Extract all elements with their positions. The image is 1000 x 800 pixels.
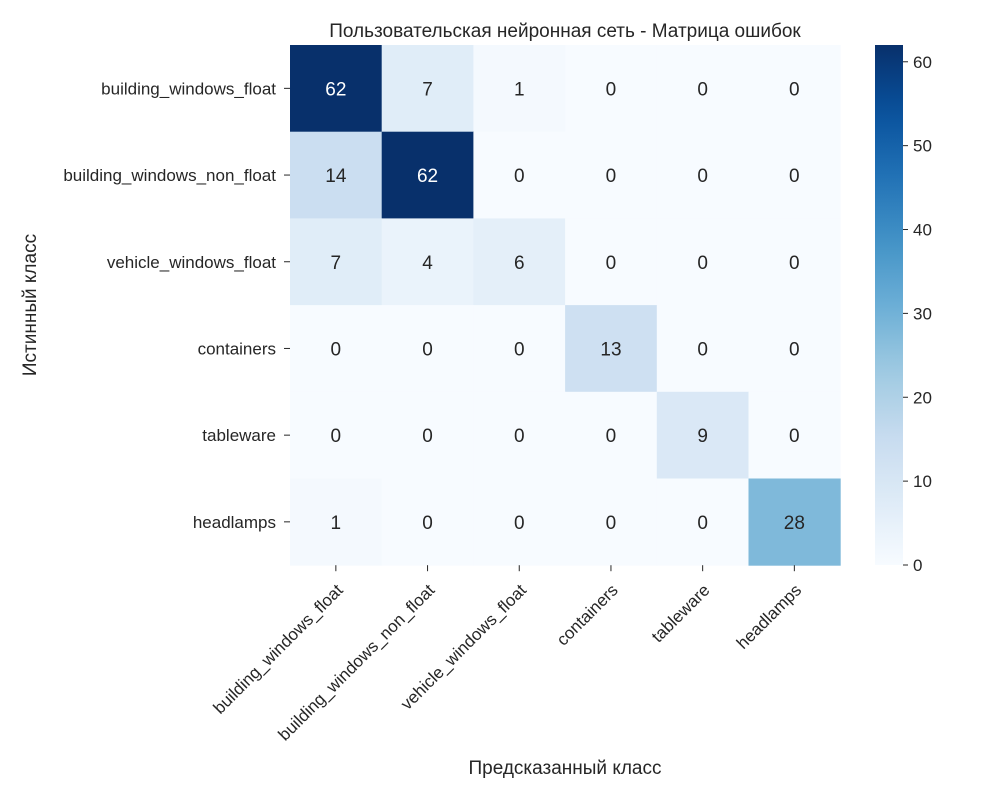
heatmap-cell bbox=[748, 305, 841, 393]
heatmap-cell bbox=[656, 218, 749, 306]
heatmap-cell bbox=[290, 45, 383, 133]
cell-value-label: 0 bbox=[331, 339, 342, 360]
cell-value-label: 0 bbox=[697, 79, 708, 100]
colorbar-tick-label: 0 bbox=[913, 556, 922, 575]
cell-value-label: 9 bbox=[697, 426, 708, 447]
heatmap-cell bbox=[565, 305, 658, 393]
heatmap-cell bbox=[290, 218, 383, 306]
x-axis-tick-labels: building_windows_floatbuilding_windows_n… bbox=[210, 565, 805, 744]
heatmap-cell bbox=[656, 305, 749, 393]
cell-value-label: 0 bbox=[514, 339, 525, 360]
cell-value-label: 0 bbox=[606, 166, 617, 187]
heatmap-cell bbox=[473, 478, 566, 566]
heatmap-cell bbox=[290, 478, 383, 566]
colorbar-tick-labels: 0 10 20 30 40 50 60 bbox=[903, 53, 932, 575]
cell-value-label: 0 bbox=[606, 513, 617, 534]
cell-value-label: 62 bbox=[325, 79, 346, 100]
heatmap-cell bbox=[473, 131, 566, 219]
heatmap-cell bbox=[473, 391, 566, 479]
cell-value-label: 14 bbox=[325, 166, 347, 187]
heatmap-cell bbox=[290, 305, 383, 393]
colorbar bbox=[875, 45, 903, 565]
heatmap-cell bbox=[748, 45, 841, 133]
cell-value-labels: 62 7 1 0 0 0 14 62 0 0 0 0 7 4 6 0 0 0 0 0 0 13 0 0 0 0 0 0 9 0 1 0 0 0 0 2… bbox=[325, 79, 805, 533]
heatmap-cell bbox=[381, 45, 474, 133]
colorbar-tick-label: 60 bbox=[913, 53, 932, 72]
heatmap-cell bbox=[565, 45, 658, 133]
cell-value-label: 0 bbox=[422, 339, 433, 360]
heatmap-cell bbox=[290, 391, 383, 479]
cell-value-label: 4 bbox=[422, 253, 433, 274]
heatmap-cell bbox=[656, 131, 749, 219]
heatmap-cell bbox=[565, 218, 658, 306]
y-tick-label: tableware bbox=[202, 426, 276, 445]
y-tick-label: containers bbox=[198, 339, 276, 358]
heatmap-cell bbox=[565, 131, 658, 219]
cell-value-label: 0 bbox=[422, 426, 433, 447]
colorbar-tick-label: 50 bbox=[913, 137, 932, 156]
cell-value-label: 0 bbox=[697, 166, 708, 187]
cell-value-label: 13 bbox=[600, 339, 621, 360]
heatmap-cell bbox=[381, 391, 474, 479]
colorbar-tick-label: 40 bbox=[913, 221, 932, 240]
cell-value-label: 1 bbox=[331, 513, 342, 534]
heatmap-cell bbox=[748, 218, 841, 306]
y-tick-label: vehicle_windows_float bbox=[107, 253, 276, 272]
colorbar-tick-label: 20 bbox=[913, 388, 932, 407]
heatmap-cell bbox=[381, 305, 474, 393]
heatmap-cell bbox=[748, 478, 841, 566]
heatmap-cell bbox=[565, 478, 658, 566]
cell-value-label: 0 bbox=[331, 426, 342, 447]
x-tick-label: headlamps bbox=[733, 581, 805, 653]
heatmap-cell bbox=[473, 45, 566, 133]
heatmap-cell bbox=[473, 218, 566, 306]
x-tick-label: tableware bbox=[648, 581, 714, 647]
heatmap-cell bbox=[473, 305, 566, 393]
x-tick-label: containers bbox=[553, 581, 622, 650]
heatmap-cell bbox=[381, 131, 474, 219]
cell-value-label: 0 bbox=[514, 513, 525, 534]
colorbar-tick-label: 10 bbox=[913, 472, 932, 491]
cell-value-label: 0 bbox=[422, 513, 433, 534]
heatmap-cell bbox=[748, 391, 841, 479]
heatmap-cell bbox=[290, 131, 383, 219]
heatmap-cell bbox=[381, 478, 474, 566]
heatmap-cells bbox=[290, 45, 841, 566]
y-tick-label: building_windows_non_float bbox=[63, 166, 276, 185]
chart-title: Пользовательская нейронная сеть - Матриц… bbox=[329, 21, 801, 42]
y-tick-label: building_windows_float bbox=[101, 79, 276, 98]
cell-value-label: 0 bbox=[606, 253, 617, 274]
x-tick-label: building_windows_non_float bbox=[275, 580, 439, 744]
cell-value-label: 0 bbox=[789, 426, 800, 447]
cell-value-label: 62 bbox=[417, 166, 438, 187]
cell-value-label: 0 bbox=[514, 166, 525, 187]
cell-value-label: 28 bbox=[784, 513, 805, 534]
y-axis-tick-labels: building_windows_float building_windows_n… bbox=[63, 79, 290, 532]
cell-value-label: 0 bbox=[697, 513, 708, 534]
cell-value-label: 0 bbox=[697, 339, 708, 360]
heatmap-cell bbox=[656, 45, 749, 133]
heatmap-cell bbox=[656, 478, 749, 566]
x-axis-label: Предсказанный класс bbox=[468, 758, 661, 779]
cell-value-label: 0 bbox=[789, 339, 800, 360]
cell-value-label: 0 bbox=[697, 253, 708, 274]
cell-value-label: 0 bbox=[789, 79, 800, 100]
cell-value-label: 0 bbox=[514, 426, 525, 447]
cell-value-label: 6 bbox=[514, 253, 525, 274]
y-tick-label: headlamps bbox=[193, 513, 276, 532]
heatmap-cell bbox=[748, 131, 841, 219]
cell-value-label: 7 bbox=[422, 79, 433, 100]
colorbar-tick-label: 30 bbox=[913, 304, 932, 323]
heatmap-cell bbox=[656, 391, 749, 479]
heatmap-cell bbox=[565, 391, 658, 479]
cell-value-label: 0 bbox=[606, 79, 617, 100]
cell-value-label: 1 bbox=[514, 79, 525, 100]
cell-value-label: 0 bbox=[606, 426, 617, 447]
heatmap-cell bbox=[381, 218, 474, 306]
cell-value-label: 0 bbox=[789, 166, 800, 187]
cell-value-label: 0 bbox=[789, 253, 800, 274]
y-axis-label: Истинный класс bbox=[20, 234, 41, 376]
cell-value-label: 7 bbox=[331, 253, 342, 274]
